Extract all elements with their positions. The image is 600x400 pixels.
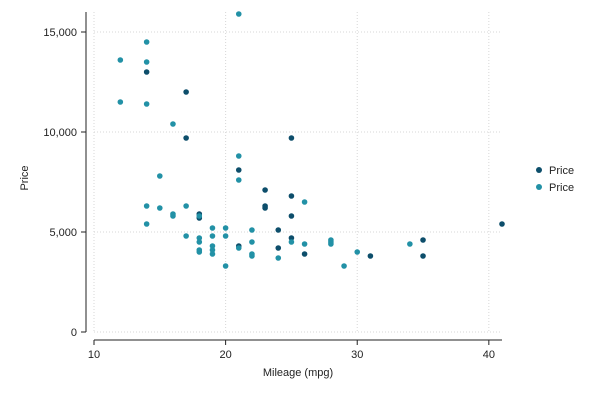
grid-lines [93, 12, 502, 333]
data-point [143, 59, 150, 65]
data-point [288, 213, 295, 219]
data-point [275, 227, 282, 233]
data-point [354, 249, 361, 255]
data-point [288, 135, 295, 141]
data-point [222, 263, 229, 269]
data-point [143, 221, 150, 227]
legend-label: Price [549, 165, 574, 177]
data-point [143, 203, 150, 209]
axes [85, 12, 502, 341]
legend-label: Price [549, 182, 574, 194]
data-point [288, 239, 295, 245]
data-point [196, 235, 203, 241]
data-point [209, 247, 216, 253]
data-point [183, 203, 189, 209]
data-point [196, 247, 203, 253]
data-point [183, 89, 189, 95]
data-point [499, 221, 505, 227]
data-point [209, 225, 216, 231]
data-point [341, 263, 347, 269]
data-point [262, 205, 268, 211]
x-tick-label: 10 [88, 349, 100, 361]
legend: Price Price [536, 165, 574, 194]
legend-marker [536, 167, 542, 173]
data-point [420, 237, 426, 243]
data-point [209, 243, 216, 249]
legend-marker [536, 184, 542, 190]
data-points [117, 11, 505, 269]
data-point [249, 253, 255, 259]
y-tick-label: 10,000 [43, 127, 77, 139]
data-point [235, 167, 242, 173]
x-tick-label: 30 [351, 349, 363, 361]
y-axis-title: Price [19, 165, 31, 190]
data-point [235, 177, 242, 183]
data-point [328, 241, 334, 247]
data-point [301, 241, 308, 247]
data-point [222, 225, 229, 231]
data-point [235, 153, 242, 159]
y-tick-label: 15,000 [43, 27, 77, 39]
data-point [367, 253, 374, 259]
data-point [117, 99, 124, 105]
data-point [288, 193, 295, 199]
data-point [275, 255, 282, 261]
x-ticks: 10 20 30 40 [88, 340, 495, 361]
data-point [170, 121, 176, 127]
x-axis-title: Mileage (mpg) [263, 367, 333, 379]
y-tick-label: 0 [71, 327, 77, 339]
data-point [222, 233, 229, 239]
data-point [183, 233, 189, 239]
data-point [143, 39, 150, 45]
x-tick-label: 40 [483, 349, 495, 361]
data-point [143, 69, 150, 75]
data-point [301, 251, 308, 257]
data-point [235, 245, 242, 251]
y-tick-label: 5,000 [49, 227, 77, 239]
data-point [262, 187, 268, 193]
data-point [301, 199, 308, 205]
data-point [183, 135, 189, 141]
data-point [117, 57, 124, 63]
data-point [420, 253, 426, 259]
data-point [196, 213, 203, 219]
data-point [288, 235, 295, 241]
data-point [157, 173, 163, 179]
data-point [275, 245, 282, 251]
data-point [235, 11, 242, 17]
data-point [249, 239, 255, 245]
data-point [196, 239, 203, 245]
data-point [249, 227, 255, 233]
data-point [143, 101, 150, 107]
data-point [407, 241, 413, 247]
data-point [170, 213, 176, 219]
data-point [209, 251, 216, 257]
data-point [209, 233, 216, 239]
y-ticks: 0 5,000 10,000 15,000 [43, 27, 86, 339]
x-tick-label: 20 [219, 349, 231, 361]
data-point [157, 205, 163, 211]
